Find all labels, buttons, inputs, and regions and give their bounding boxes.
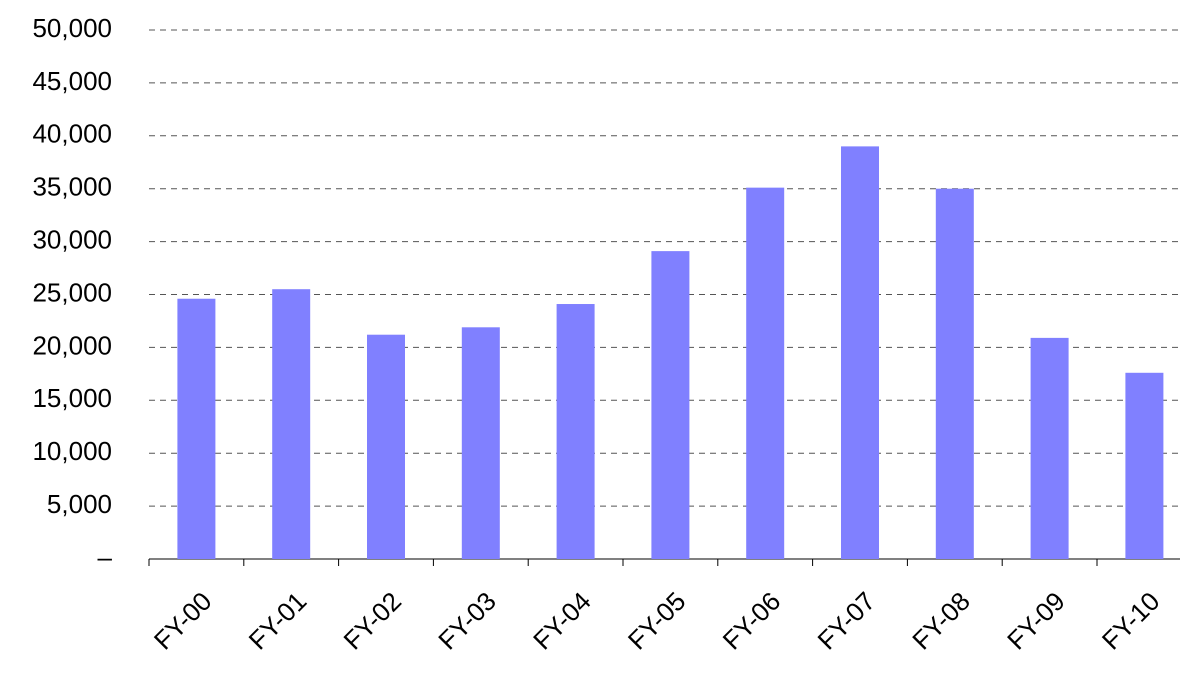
y-tick-label: 30,000 [32, 224, 112, 254]
x-tick-label: FY-08 [906, 586, 976, 656]
x-tick-label: FY-04 [527, 586, 597, 656]
x-tick-label: FY-02 [338, 586, 408, 656]
bar [746, 187, 785, 559]
bar [272, 289, 311, 559]
y-tick-label: 5,000 [47, 489, 112, 519]
x-tick-label: FY-03 [432, 586, 502, 656]
y-tick-label: 35,000 [32, 172, 112, 202]
x-tick-label: FY-07 [812, 586, 882, 656]
x-tick-label: FY-05 [622, 586, 692, 656]
bar [461, 327, 500, 559]
y-tick-label: 40,000 [32, 119, 112, 149]
y-tick-label: 15,000 [32, 383, 112, 413]
bar [367, 334, 405, 559]
y-tick-label: 20,000 [32, 330, 112, 360]
y-tick-label: 45,000 [32, 66, 112, 96]
y-tick-label: 50,000 [32, 13, 112, 43]
x-tick-label: FY-01 [243, 586, 313, 656]
y-tick-label: – [98, 542, 113, 572]
bar [177, 298, 216, 559]
x-tick-label: FY-00 [148, 586, 218, 656]
y-tick-label: 25,000 [32, 277, 112, 307]
bar [1125, 372, 1164, 559]
bar [1030, 337, 1069, 559]
x-tick-label: FY-06 [717, 586, 787, 656]
bar [841, 146, 879, 559]
bar [556, 304, 595, 559]
x-tick-label: FY-09 [1001, 586, 1071, 656]
x-tick-label: FY-10 [1096, 586, 1166, 656]
bar [935, 188, 974, 559]
y-tick-label: 10,000 [32, 436, 112, 466]
bar [651, 251, 690, 559]
